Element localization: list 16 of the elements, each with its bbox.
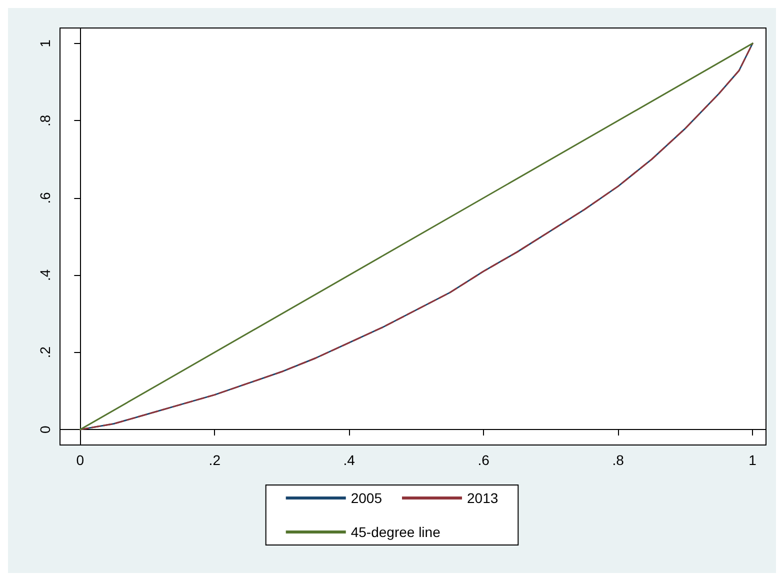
line-series [79,42,754,430]
x-tick-label: 0 [76,452,84,468]
y-tick-label: .2 [37,346,53,358]
x-tick-label: .8 [612,452,624,468]
legend-label: 2005 [350,490,382,506]
x-tick-label: .2 [208,452,221,468]
y-tick-label: .8 [37,114,53,127]
legend-label: 2013 [467,490,498,506]
y-tick-label: .6 [37,192,53,204]
y-tick-label: .4 [37,269,53,281]
legend-label: 45-degree line [350,524,441,540]
y-tick-label: 1 [37,39,53,48]
y-tick-label: 0 [37,425,53,434]
x-tick-label: .6 [478,452,490,468]
x-tick-label: .4 [343,452,356,468]
x-tick-label: 1 [748,452,757,468]
